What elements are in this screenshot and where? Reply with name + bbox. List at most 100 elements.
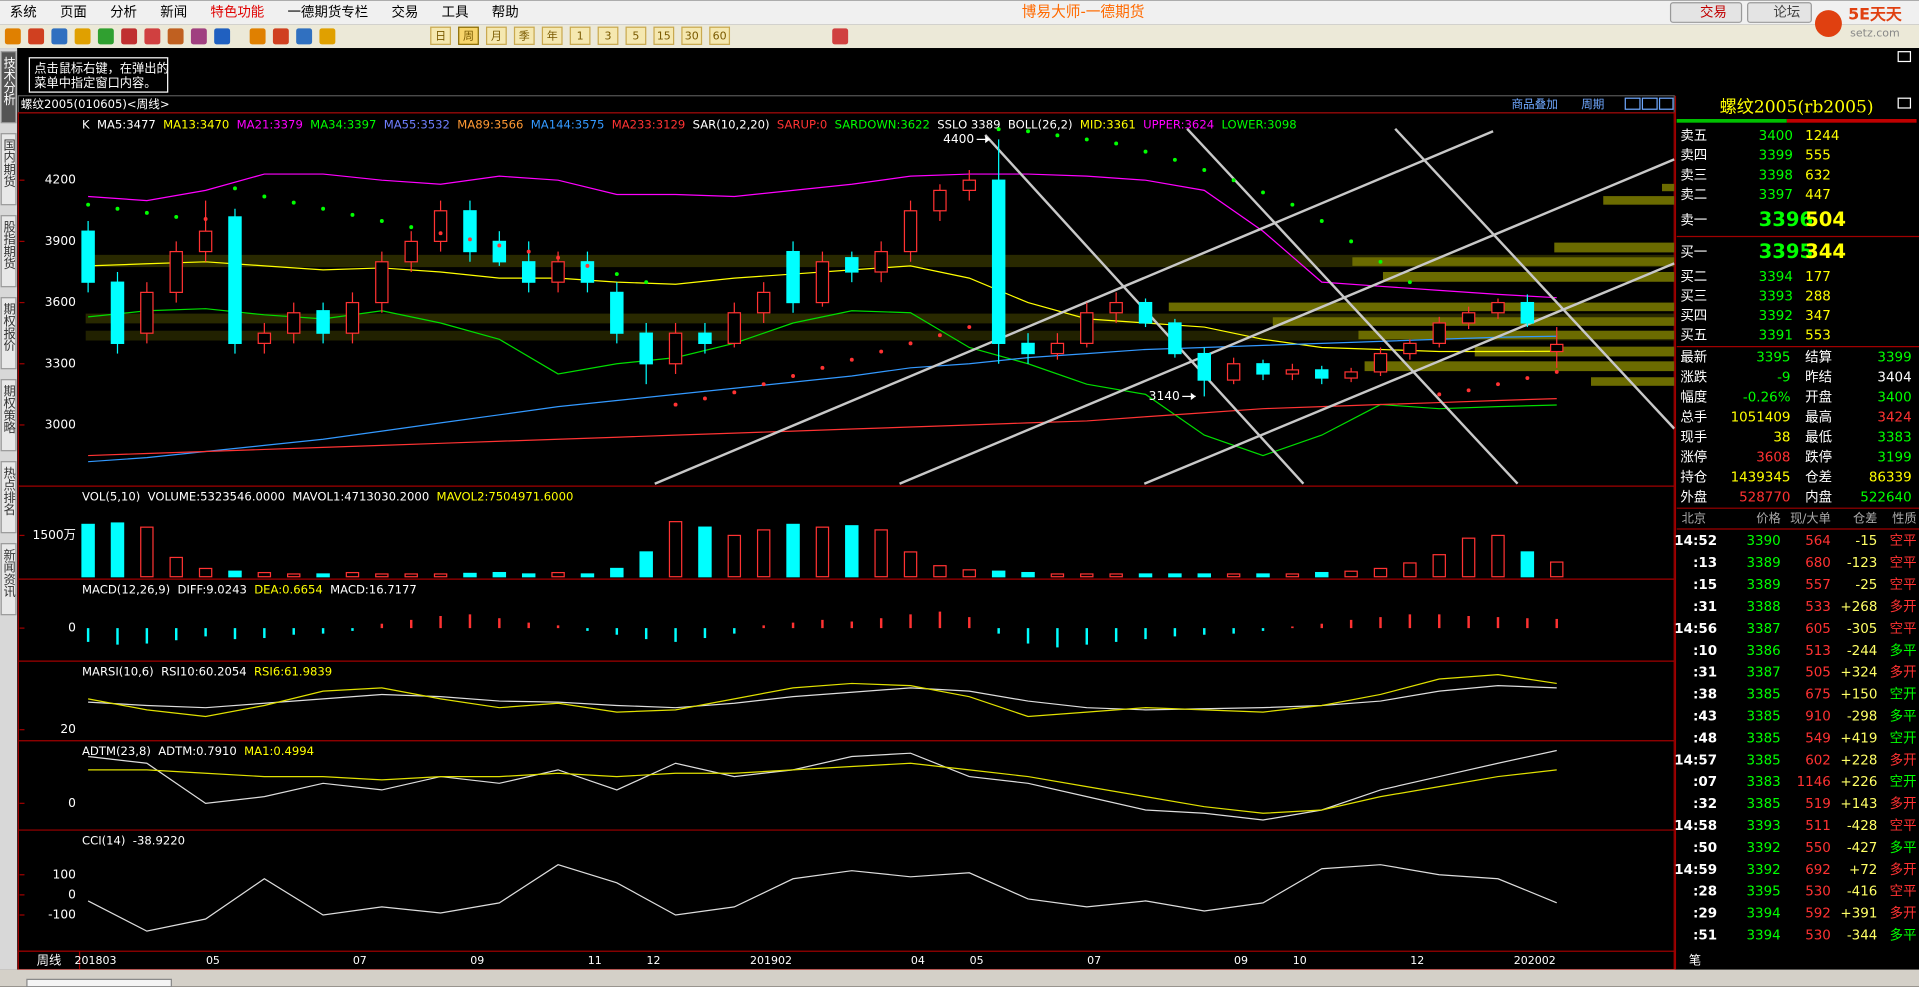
sar-dot xyxy=(1466,388,1471,393)
toolbar-icon[interactable] xyxy=(190,28,207,45)
trade-button-label[interactable]: 交易 xyxy=(1700,4,1727,21)
menu-item[interactable]: 交易 xyxy=(391,4,418,21)
trade-cell: :15 xyxy=(1693,578,1717,593)
candle-body xyxy=(639,332,653,365)
side-tab-label[interactable]: 热点排名 xyxy=(2,466,16,515)
toolbar-icon[interactable] xyxy=(74,28,91,45)
window-icon[interactable] xyxy=(1641,97,1658,110)
toolbar-icon[interactable] xyxy=(144,28,161,45)
period-button[interactable]: 周期 xyxy=(1581,97,1604,111)
trade-cell: 550 xyxy=(1805,841,1831,856)
side-tab[interactable] xyxy=(0,215,17,288)
period-button[interactable] xyxy=(709,26,731,45)
x-tick-label: 12 xyxy=(1410,954,1424,967)
toolbar-icon[interactable] xyxy=(97,28,114,45)
side-tab[interactable] xyxy=(0,297,17,370)
trade-cell: 3392 xyxy=(1746,863,1780,878)
indicator-label: DIFF:9.0243 xyxy=(178,583,247,597)
toolbar-icon[interactable] xyxy=(272,28,289,45)
volume-bar xyxy=(1403,562,1417,578)
indicator-label: MA5:3477 xyxy=(97,118,156,132)
sar-dot xyxy=(1231,178,1236,183)
side-tab-label[interactable]: 国内期货 xyxy=(2,139,16,188)
volume-bar xyxy=(140,526,154,578)
trade-button[interactable] xyxy=(1669,2,1743,23)
side-tab[interactable] xyxy=(0,133,17,206)
period-label[interactable]: 30 xyxy=(685,29,699,42)
menu-item[interactable]: 分析 xyxy=(110,5,137,21)
period-label[interactable]: 5 xyxy=(632,29,639,42)
side-tab-label[interactable]: 新闻资讯 xyxy=(2,547,16,598)
trade-header: 仓差 xyxy=(1853,512,1877,526)
menu-item[interactable]: 工具 xyxy=(442,6,469,21)
period-button[interactable] xyxy=(541,26,563,45)
period-label[interactable]: 季 xyxy=(519,29,530,42)
menu-item[interactable]: 页面 xyxy=(60,6,87,21)
toolbar-icon[interactable] xyxy=(832,28,849,45)
period-button[interactable] xyxy=(485,26,507,45)
window-icon[interactable] xyxy=(1897,97,1912,109)
menu-item[interactable]: 帮助 xyxy=(492,5,519,21)
period-label[interactable]: 月 xyxy=(491,29,502,42)
toolbar-icon[interactable] xyxy=(167,28,184,45)
status-tab[interactable] xyxy=(26,978,172,987)
period-label[interactable]: 15 xyxy=(657,29,671,42)
volume-bar xyxy=(1050,573,1065,578)
side-tab-label[interactable]: 期权报价 xyxy=(2,302,16,351)
x-tick-label: 202002 xyxy=(1514,954,1556,967)
sar-dot xyxy=(1378,259,1383,264)
window-icon[interactable] xyxy=(1658,97,1674,110)
trade-cell: -298 xyxy=(1847,709,1878,724)
side-tab-label[interactable]: 股指期货 xyxy=(2,220,16,270)
menu-item[interactable]: 特色功能 xyxy=(210,4,264,21)
toolbar-icon[interactable] xyxy=(249,28,266,45)
period-button[interactable] xyxy=(458,26,479,45)
trade-cell: :32 xyxy=(1693,797,1717,812)
period-label[interactable]: 60 xyxy=(713,29,727,42)
period-label[interactable]: 年 xyxy=(547,28,558,42)
candle-body xyxy=(698,332,712,344)
period-button[interactable] xyxy=(625,26,647,45)
menu-item[interactable]: 系统 xyxy=(10,5,37,21)
forum-button[interactable] xyxy=(1747,2,1812,23)
period-label[interactable]: 3 xyxy=(605,29,612,42)
toolbar-icon[interactable] xyxy=(28,28,45,45)
period-button[interactable] xyxy=(653,26,675,45)
period-button[interactable] xyxy=(681,26,703,45)
toolbar-icon[interactable] xyxy=(319,28,336,45)
side-tab[interactable] xyxy=(0,51,17,124)
toolbar-icon[interactable] xyxy=(214,28,231,45)
side-tab[interactable] xyxy=(0,543,17,616)
period-label[interactable]: 日 xyxy=(435,29,446,42)
forum-button-label[interactable]: 论坛 xyxy=(1773,5,1800,21)
stat-label: 涨停 xyxy=(1680,448,1707,465)
trade-cell: :29 xyxy=(1693,907,1717,922)
price-annotation: 4400 xyxy=(943,132,974,146)
side-tab[interactable] xyxy=(0,379,17,452)
side-tab[interactable] xyxy=(0,461,17,534)
candle-body xyxy=(1403,342,1417,355)
sar-dot xyxy=(86,202,91,207)
window-icon[interactable] xyxy=(1897,51,1912,63)
sar-dot xyxy=(1349,239,1354,244)
menu-item[interactable]: 一德期货专栏 xyxy=(287,4,368,21)
overlay-button[interactable]: 商品叠加 xyxy=(1511,97,1557,111)
menu-item[interactable]: 新闻 xyxy=(160,5,187,21)
period-button[interactable] xyxy=(597,26,619,45)
book-label: 买五 xyxy=(1680,328,1707,344)
period-button[interactable] xyxy=(430,26,451,45)
indicator-label: MARSI(10,6) xyxy=(82,665,154,679)
toolbar-icon[interactable] xyxy=(4,28,21,45)
toolbar-icon[interactable] xyxy=(296,28,313,45)
window-icon[interactable] xyxy=(1624,97,1641,110)
period-label[interactable]: 周 xyxy=(463,29,474,42)
side-tab-label[interactable]: 技术分析 xyxy=(2,56,16,106)
period-button[interactable] xyxy=(569,26,591,45)
menu-bar xyxy=(0,0,1919,25)
period-button[interactable] xyxy=(513,26,535,45)
period-label[interactable]: 1 xyxy=(577,29,584,42)
indicator-label: MA233:3129 xyxy=(612,118,686,132)
side-tab-label[interactable]: 期权策略 xyxy=(2,384,16,434)
toolbar-icon[interactable] xyxy=(121,28,138,45)
toolbar-icon[interactable] xyxy=(51,28,68,45)
